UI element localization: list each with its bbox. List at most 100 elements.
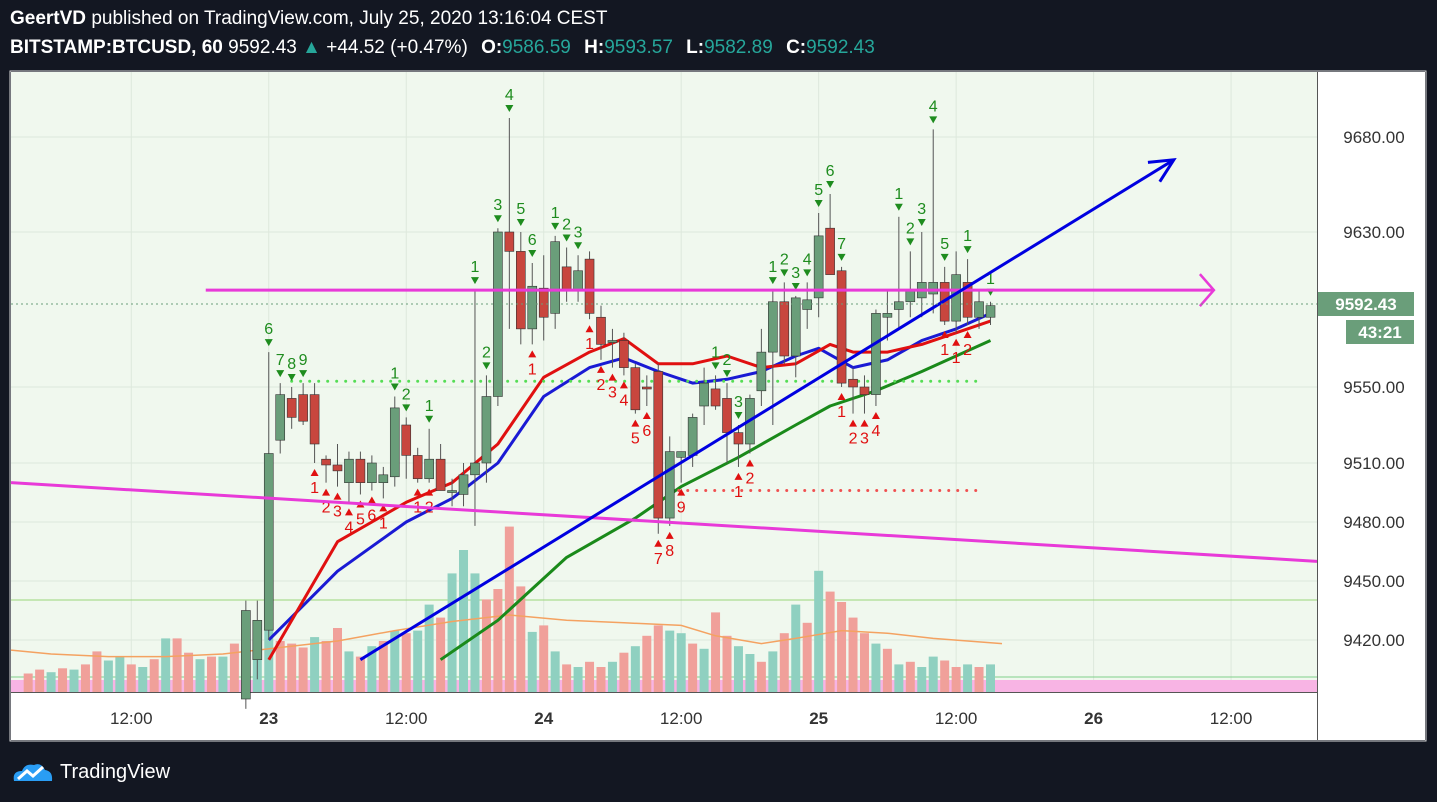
candle [871,309,881,406]
volume-bar [229,643,239,692]
td-buy-count: 3 [860,431,869,448]
candle-body [367,462,377,483]
candle [974,290,984,329]
candle [836,266,847,387]
volume-bar [676,633,686,692]
price-axis[interactable] [1318,72,1425,740]
td-sell-arrow [917,219,926,226]
td-sell-arrow [826,181,835,188]
td-sell-arrow [734,412,743,419]
volume-bar [665,630,675,692]
td-sell-arrow [390,383,399,391]
candle-body [263,453,274,631]
candle-body [768,301,778,353]
volume-bar [287,643,297,692]
candle-body [596,316,606,345]
plot-area[interactable] [11,72,1317,692]
td-buy-arrow [344,508,353,516]
td-buy-count: 1 [940,342,949,359]
volume-bar [206,656,216,692]
candle [859,375,870,414]
td-buy-arrow [837,393,846,400]
td-sell-count: 8 [287,356,296,373]
candle [596,305,606,360]
close-value: 9592.43 [806,37,875,58]
volume-bar [413,630,423,692]
td-buy-arrow [642,412,651,419]
td-sell-count: 1 [986,271,995,288]
triangle-up-icon: ▲ [302,37,321,58]
volume-bar [92,651,102,692]
td-buy-arrow [596,365,605,373]
volume-bar [951,667,961,692]
candle [241,600,251,709]
candle-body [584,258,595,314]
countdown-tag-text: 43:21 [1358,323,1401,342]
td-sell-count: 2 [906,220,915,237]
candle-body [733,432,744,445]
td-buy-arrow [333,492,342,500]
td-buy-arrow [677,488,686,496]
td-sell-count: 4 [929,98,938,115]
td-sell-arrow [963,246,972,254]
volume-bar [986,664,995,692]
close-label: C: [786,37,807,58]
td-sell-arrow [264,339,273,347]
time-axis[interactable] [11,693,1318,740]
td-buy-arrow [413,488,422,496]
candle-body [332,464,343,472]
volume-bar [138,667,148,692]
volume-bar [344,651,354,692]
volume-bar [516,586,526,692]
candle-body [550,241,560,314]
td-sell-count: 3 [734,394,743,411]
candle-body [710,388,721,407]
publish-info: GeertVD published on TradingView.com, Ju… [10,8,607,30]
td-sell-arrow [402,404,411,412]
td-sell-arrow [299,370,308,378]
td-sell-arrow [505,105,514,112]
x-tick-label: 24 [534,709,553,728]
candle-body [435,458,446,491]
volume-bar [436,617,446,692]
candle-body [458,474,469,495]
volume-bar [814,570,824,692]
trendline-0 [10,481,1318,563]
x-tick-label: 12:00 [1210,709,1253,728]
candle-body [664,451,675,519]
candle [882,290,893,341]
volume-bar [871,643,881,692]
chart-frame [9,70,1427,742]
td-buy-arrow [860,419,869,427]
volume-bar [802,622,812,692]
candle-body [344,458,354,483]
candle [263,352,274,640]
td-buy-count: 3 [333,504,342,521]
candle [424,428,434,483]
candle [664,436,675,526]
candle [733,425,744,467]
candle-body [573,270,583,291]
td-sell-count: 3 [917,201,926,218]
volume-bar [963,664,973,692]
td-buy-count: 4 [345,519,354,536]
volume-bar [894,664,904,692]
symbol-header: BITSTAMP:BTCUSD, 60 9592.43 ▲ +44.52 (+0… [10,37,875,59]
candle-body [298,394,308,422]
volume-bar [539,625,549,692]
td-buy-arrow [619,381,628,389]
td-sell-arrow [929,116,938,124]
y-tick-label: 9420.00 [1343,631,1404,650]
candle [332,444,343,487]
td-buy-arrow [367,496,376,504]
td-sell-arrow [791,282,800,290]
low-label: L: [686,37,705,58]
td-sell-arrow [516,219,525,226]
td-sell-count: 2 [482,344,491,361]
td-buy-count: 1 [952,350,961,367]
td-buy-count: 1 [528,361,537,378]
td-sell-count: 1 [471,259,480,276]
td-sell-arrow [528,250,537,257]
candle-body [928,282,939,295]
